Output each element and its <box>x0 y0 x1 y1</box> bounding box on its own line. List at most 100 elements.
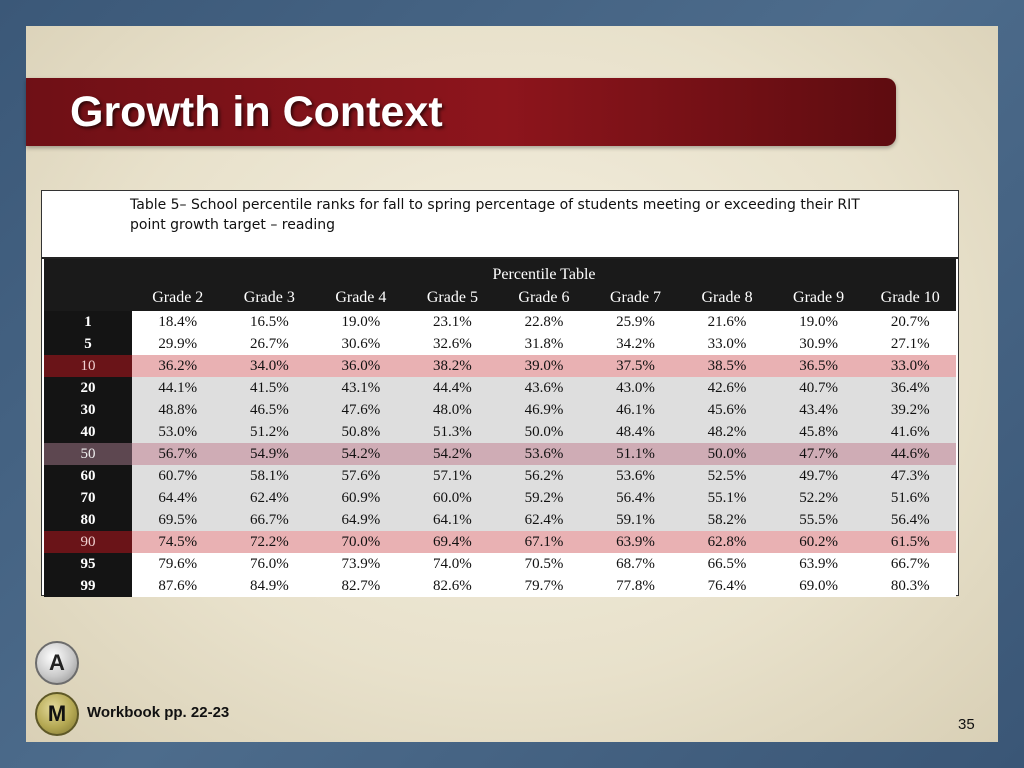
table-cell: 82.6% <box>406 575 499 597</box>
table-cell: 49.7% <box>772 465 865 487</box>
table-cell: 34.2% <box>589 333 682 355</box>
table-cell: 27.1% <box>864 333 956 355</box>
table-cell: 20.7% <box>864 311 956 333</box>
table-cell: 22.8% <box>498 311 590 333</box>
table-cell: 46.9% <box>498 399 590 421</box>
table-row: 95 79.6% 76.0% 73.9% 74.0% 70.5% 68.7% 66.5% 63.… <box>44 553 956 575</box>
column-header: Grade 8 <box>681 287 773 311</box>
table-cell: 59.2% <box>498 487 590 509</box>
row-label: 60 <box>44 465 132 487</box>
table-cell: 69.5% <box>132 509 224 531</box>
table-cell: 23.1% <box>406 311 499 333</box>
row-label: 10 <box>44 355 132 377</box>
table-cell: 77.8% <box>589 575 682 597</box>
table-cell: 69.0% <box>772 575 865 597</box>
row-label: 95 <box>44 553 132 575</box>
table-cell: 66.7% <box>864 553 956 575</box>
table-cell: 38.5% <box>681 355 773 377</box>
table-cell: 18.4% <box>132 311 224 333</box>
table-row: 80 69.5% 66.7% 64.9% 64.1% 62.4% 59.1% 58.2% 55.… <box>44 509 956 531</box>
table-cell: 39.0% <box>498 355 590 377</box>
table-cell: 56.4% <box>864 509 956 531</box>
table-cell: 60.2% <box>772 531 865 553</box>
table-cell: 48.0% <box>406 399 499 421</box>
badge-m-icon: M <box>35 692 79 736</box>
table-cell: 50.0% <box>681 443 773 465</box>
row-label: 80 <box>44 509 132 531</box>
table-cell: 64.9% <box>315 509 407 531</box>
column-header: Grade 5 <box>406 287 499 311</box>
group-header: Percentile Table <box>132 259 956 287</box>
table-cell: 47.6% <box>315 399 407 421</box>
table-caption-box: Table 5– School percentile ranks for fal… <box>42 191 958 259</box>
table-cell: 51.3% <box>406 421 499 443</box>
table-cell: 54.2% <box>315 443 407 465</box>
table-cell: 36.5% <box>772 355 865 377</box>
table-cell: 41.6% <box>864 421 956 443</box>
table-cell: 62.4% <box>223 487 316 509</box>
table-cell: 79.6% <box>132 553 224 575</box>
table-cell: 55.5% <box>772 509 865 531</box>
table-row: 60 60.7% 58.1% 57.6% 57.1% 56.2% 53.6% 52.5% 49.… <box>44 465 956 487</box>
table-cell: 37.5% <box>589 355 682 377</box>
table-cell: 48.8% <box>132 399 224 421</box>
table-frame: Table 5– School percentile ranks for fal… <box>41 190 959 597</box>
table-cell: 68.7% <box>589 553 682 575</box>
row-label: 5 <box>44 333 132 355</box>
table-cell: 51.6% <box>864 487 956 509</box>
table-cell: 47.7% <box>772 443 865 465</box>
table-cell: 63.9% <box>589 531 682 553</box>
table-cell: 43.0% <box>589 377 682 399</box>
table-cell: 50.8% <box>315 421 407 443</box>
table-row: 70 64.4% 62.4% 60.9% 60.0% 59.2% 56.4% 55.1% 52.… <box>44 487 956 509</box>
table-cell: 66.5% <box>681 553 773 575</box>
table-cell: 74.5% <box>132 531 224 553</box>
table-cell: 54.9% <box>223 443 316 465</box>
table-cell: 43.4% <box>772 399 865 421</box>
table-cell: 60.7% <box>132 465 224 487</box>
table-cell: 76.0% <box>223 553 316 575</box>
table-cell: 82.7% <box>315 575 407 597</box>
table-cell: 56.2% <box>498 465 590 487</box>
percentile-table: Percentile Table Grade 2 Grade 3 Grade 4 Gr… <box>44 259 956 597</box>
table-cell: 51.2% <box>223 421 316 443</box>
table-cell: 58.1% <box>223 465 316 487</box>
table-cell: 34.0% <box>223 355 316 377</box>
table-row: 50 56.7% 54.9% 54.2% 54.2% 53.6% 51.1% 50.0% 47.… <box>44 443 956 465</box>
column-header: Grade 6 <box>498 287 590 311</box>
row-label: 50 <box>44 443 132 465</box>
table-cell: 40.7% <box>772 377 865 399</box>
table-cell: 74.0% <box>406 553 499 575</box>
table-cell: 45.6% <box>681 399 773 421</box>
table-cell: 62.4% <box>498 509 590 531</box>
table-cell: 47.3% <box>864 465 956 487</box>
table-cell: 42.6% <box>681 377 773 399</box>
table-cell: 54.2% <box>406 443 499 465</box>
row-label: 70 <box>44 487 132 509</box>
table-cell: 60.0% <box>406 487 499 509</box>
table-row: 30 48.8% 46.5% 47.6% 48.0% 46.9% 46.1% 45.6% 43.… <box>44 399 956 421</box>
table-cell: 57.1% <box>406 465 499 487</box>
table-cell: 41.5% <box>223 377 316 399</box>
table-cell: 21.6% <box>681 311 773 333</box>
table-cell: 62.8% <box>681 531 773 553</box>
workbook-reference: Workbook pp. 22-23 <box>87 704 230 721</box>
table-row: 40 53.0% 51.2% 50.8% 51.3% 50.0% 48.4% 48.2% 45.… <box>44 421 956 443</box>
table-cell: 53.6% <box>498 443 590 465</box>
column-header: Grade 3 <box>223 287 316 311</box>
table-cell: 53.0% <box>132 421 224 443</box>
table-cell: 43.6% <box>498 377 590 399</box>
table-row: 1 18.4% 16.5% 19.0% 23.1% 22.8% 25.9% 21.6% 19.0… <box>44 311 956 333</box>
table-cell: 52.5% <box>681 465 773 487</box>
table-cell: 56.7% <box>132 443 224 465</box>
table-cell: 76.4% <box>681 575 773 597</box>
table-cell: 50.0% <box>498 421 590 443</box>
table-cell: 48.2% <box>681 421 773 443</box>
row-label: 90 <box>44 531 132 553</box>
table-cell: 59.1% <box>589 509 682 531</box>
table-cell: 36.2% <box>132 355 224 377</box>
row-label: 99 <box>44 575 132 597</box>
table-cell: 19.0% <box>315 311 407 333</box>
table-cell: 36.0% <box>315 355 407 377</box>
table-cell: 64.4% <box>132 487 224 509</box>
